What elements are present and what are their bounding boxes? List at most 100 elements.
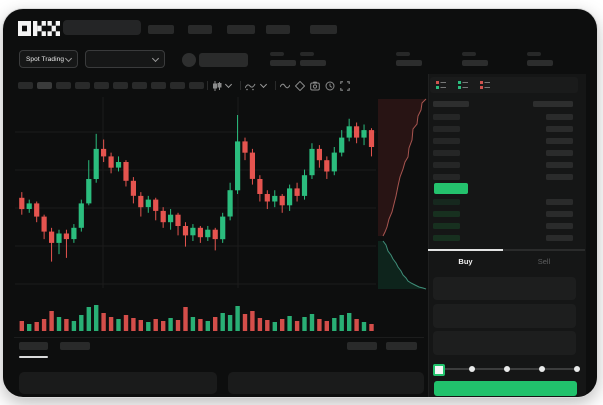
last-price-badge[interactable] [434, 183, 468, 194]
tab-sell[interactable]: Sell [503, 253, 585, 269]
timeframe-pill-2[interactable] [37, 82, 52, 89]
ask-price[interactable] [433, 174, 460, 180]
ticker-stat-value [527, 60, 553, 66]
trade-tabs-track [428, 249, 585, 251]
ticker-stat-label [462, 52, 476, 56]
ask-price[interactable] [433, 126, 460, 132]
timeframe-pill-7[interactable] [132, 82, 147, 89]
market-type-label: Spot Trading [26, 55, 65, 63]
slider-step-dot[interactable] [574, 366, 580, 372]
chevron-down-icon [224, 80, 233, 89]
fullscreen-icon[interactable] [340, 81, 350, 91]
indicators-selector[interactable] [245, 80, 271, 91]
nav-item-5[interactable] [310, 25, 337, 34]
orderbook-header-price [433, 101, 469, 107]
chart-style-selector[interactable] [212, 80, 236, 91]
bottom-panel-left[interactable] [19, 372, 217, 394]
ask-amount [546, 114, 573, 120]
okx-logo[interactable] [18, 21, 60, 36]
orderbook-toolbar [430, 77, 578, 93]
chevron-down-icon [64, 54, 73, 62]
bid-amount [546, 223, 573, 229]
chevron-down-icon [151, 54, 160, 62]
ticker-stat-label [300, 52, 314, 56]
sell-tab-label: Sell [537, 256, 551, 266]
nav-item-1[interactable] [148, 25, 174, 34]
chart-bottom-divider [14, 337, 424, 338]
ask-amount [546, 126, 573, 132]
bottom-action-1[interactable] [347, 342, 377, 350]
ask-price[interactable] [433, 138, 460, 144]
pair-name-placeholder[interactable] [199, 53, 248, 67]
bid-price[interactable] [433, 235, 460, 241]
price-input[interactable] [433, 277, 576, 300]
ask-amount [546, 138, 573, 144]
ask-amount [546, 150, 573, 156]
total-input[interactable] [433, 331, 576, 355]
timeframe-pill-10[interactable] [189, 82, 204, 89]
slider-step-dot[interactable] [539, 366, 545, 372]
pair-selector[interactable] [85, 50, 165, 68]
timeframe-pill-6[interactable] [113, 82, 128, 89]
app-window: Spot Trading [3, 9, 597, 397]
slider-step-dot[interactable] [504, 366, 510, 372]
bottom-panel-right[interactable] [228, 372, 424, 394]
ticker-stat-value [300, 60, 326, 66]
slider-step-dot[interactable] [469, 366, 475, 372]
okx-logo-icon [18, 21, 60, 36]
amount-input[interactable] [433, 304, 576, 328]
camera-icon[interactable] [310, 81, 320, 91]
bid-amount [546, 211, 573, 217]
bid-price[interactable] [433, 199, 460, 205]
tab-buy[interactable]: Buy [428, 253, 503, 269]
ticker-stat-value [396, 60, 422, 66]
bottom-tab-active[interactable] [19, 342, 48, 350]
timeframe-pill-4[interactable] [75, 82, 90, 89]
ask-amount [546, 162, 573, 168]
draw-tool-icon[interactable] [295, 81, 305, 91]
bid-price[interactable] [433, 211, 460, 217]
ticker-stat-value [270, 60, 296, 66]
nav-item-4[interactable] [266, 25, 290, 34]
buy-tab-indicator [428, 249, 503, 251]
buy-button[interactable] [434, 381, 577, 396]
ask-price[interactable] [433, 150, 460, 156]
coin-avatar [182, 53, 196, 67]
slider-handle[interactable] [433, 364, 445, 376]
ticker-stat-label [270, 52, 284, 56]
ticker-stat-label [396, 52, 410, 56]
toolbar-divider [240, 81, 241, 90]
search-input[interactable] [63, 20, 141, 35]
orderbook-view-bids-icon[interactable] [458, 80, 468, 90]
bid-amount [546, 199, 573, 205]
candlestick-style-icon [213, 80, 222, 91]
percent-slider[interactable] [433, 362, 581, 376]
bottom-action-2[interactable] [386, 342, 417, 350]
orderbook-view-both-icon[interactable] [436, 80, 446, 90]
timeframe-pill-8[interactable] [151, 82, 166, 89]
buy-tab-label: Buy [458, 256, 473, 266]
bottom-tab-2[interactable] [60, 342, 90, 350]
alert-icon[interactable] [325, 81, 335, 91]
chevron-down-icon [259, 80, 268, 89]
toolbar-divider [207, 81, 208, 90]
timeframe-pill-9[interactable] [170, 82, 185, 89]
timeframe-pill-1[interactable] [18, 82, 33, 89]
timeframe-pill-3[interactable] [56, 82, 71, 89]
line-tool-icon[interactable] [280, 81, 290, 91]
toolbar-divider [275, 81, 276, 90]
ticker-stat-value [462, 60, 488, 66]
ask-price[interactable] [433, 114, 460, 120]
nav-item-2[interactable] [188, 25, 212, 34]
ticker-stat-label [527, 52, 541, 56]
bid-amount [546, 235, 573, 241]
ask-amount [546, 174, 573, 180]
bottom-tab-underline [19, 356, 48, 358]
orderbook-header-amount [533, 101, 573, 107]
bid-price[interactable] [433, 223, 460, 229]
ask-price[interactable] [433, 162, 460, 168]
timeframe-pill-5[interactable] [94, 82, 109, 89]
orderbook-view-asks-icon[interactable] [480, 80, 490, 90]
market-type-selector[interactable]: Spot Trading [19, 50, 78, 68]
nav-item-3[interactable] [227, 25, 255, 34]
